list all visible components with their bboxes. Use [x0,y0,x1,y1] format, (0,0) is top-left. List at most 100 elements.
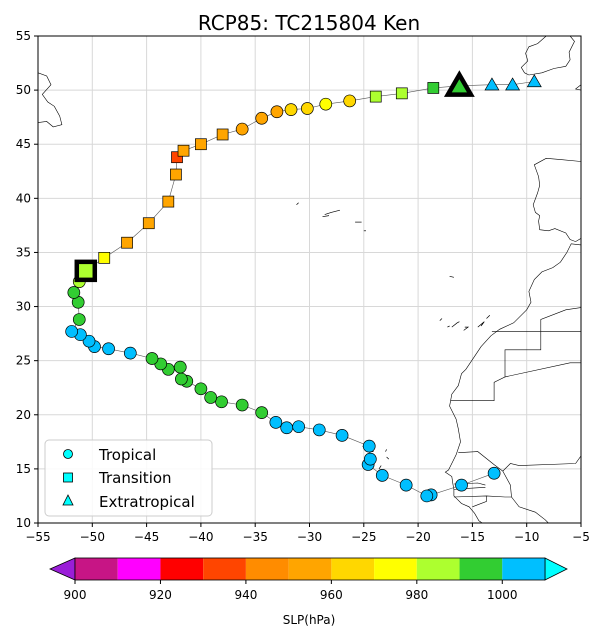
x-tick-label: −35 [243,530,268,544]
y-tick-label: 25 [16,354,31,368]
island [451,321,460,328]
y-tick-label: 55 [16,29,31,43]
track-point-10 [312,423,326,437]
x-tick-label: −45 [134,530,159,544]
legend-extratropical-marker [62,494,74,506]
colorbar-tick-label: 940 [234,588,257,602]
island [296,202,299,206]
legend: Tropical Transition Extratropical [44,439,213,517]
track-point-24 [145,352,159,365]
track-point-12 [280,421,294,435]
track-point-0 [487,466,501,480]
island [439,318,443,321]
track-point-37 [121,236,133,249]
colorbar-segment [75,558,118,580]
track-point-56 [484,77,500,91]
coastlines [38,36,581,523]
track-point-49 [300,102,314,115]
track-point-26 [102,342,115,356]
legend-tropical-marker [63,449,73,459]
track-markers [65,74,542,503]
colorbar-segment [203,558,246,580]
colorbar-tick-label: 960 [320,588,343,602]
x-tick-label: −30 [297,530,322,544]
colorbar: 900 920 940 960 980 1000 [49,557,568,602]
track-point-14 [255,406,269,419]
island [386,456,390,460]
track-point-54 [427,82,440,94]
coastline-britain_edge [574,73,581,91]
island [463,326,470,331]
island [378,465,382,470]
y-tick-label: 15 [16,462,31,476]
coastline-ireland [520,36,575,76]
x-tick-label: −15 [460,530,485,544]
coastline-border_guinea_mali [511,496,549,523]
island [477,321,485,328]
colorbar-tick-label: 900 [64,588,87,602]
legend-extratropical-label: Extratropical [99,493,195,511]
track-point-33 [67,286,81,299]
x-tick-label: −20 [405,530,430,544]
track-point-3 [420,489,434,503]
x-tick-label: −5 [572,530,590,544]
track-point-48 [284,103,298,116]
track-point-20 [175,372,188,386]
y-axis-ticks: 10 15 20 25 30 35 40 45 50 55 [16,29,38,530]
track-point-51 [343,94,357,108]
colorbar-tick-label: 1000 [487,588,518,602]
y-tick-label: 30 [16,300,31,314]
track-point-1 [455,478,468,492]
track-point-7 [363,452,377,466]
colorbar-segment [288,558,332,580]
track-point-58 [526,74,542,88]
coastline-africa [444,243,581,523]
island [324,209,340,215]
colorbar-segment [502,558,545,580]
track-point-43 [195,138,207,151]
coastline-border_mauritania_mali [504,362,581,378]
track-point-45 [235,122,249,136]
y-tick-label: 35 [16,245,31,259]
track-point-38 [142,217,155,230]
legend-transition-label: Transition [98,469,172,487]
genesis-marker [74,259,98,283]
coastline-border_morocco_algeria [540,307,581,332]
track-point-47 [270,105,284,119]
track-point-52 [369,90,382,103]
highlight-markers [74,70,475,283]
colorbar-extend-low [49,557,76,581]
colorbar-tick-label: 980 [405,588,428,602]
island [322,215,330,218]
colorbar-segment [245,558,289,580]
track-point-13 [269,416,283,429]
colorbar-frame [74,557,546,581]
colorbar-label: SLP(hPa) [283,613,336,627]
track-point-41 [171,151,183,164]
island [449,275,454,278]
track-point-8 [362,439,376,453]
colorbar-tick-label: 920 [149,588,172,602]
legend-box [44,439,213,517]
track-point-25 [123,346,137,360]
colorbar-segment [374,558,417,580]
track-point-30 [65,325,79,338]
end-marker [443,70,475,97]
colorbar-segment [416,558,460,580]
coastline-newfoundland [38,72,63,128]
y-tick-label: 20 [16,408,31,422]
track-point-50 [319,97,333,111]
track-point-28 [82,334,96,348]
track-point-15 [235,398,249,412]
island [385,449,387,452]
colorbar-segment [160,558,204,580]
coastline-border_guinea [472,495,487,508]
coastline-border_mali [502,470,512,498]
coastline-border_mauritania_south [458,451,581,472]
y-tick-label: 50 [16,83,31,97]
track-point-18 [194,382,208,396]
chart-title: RCP85: TC215804 Ken [198,11,420,35]
colorbar-segment [459,558,503,580]
y-tick-label: 10 [16,516,31,530]
